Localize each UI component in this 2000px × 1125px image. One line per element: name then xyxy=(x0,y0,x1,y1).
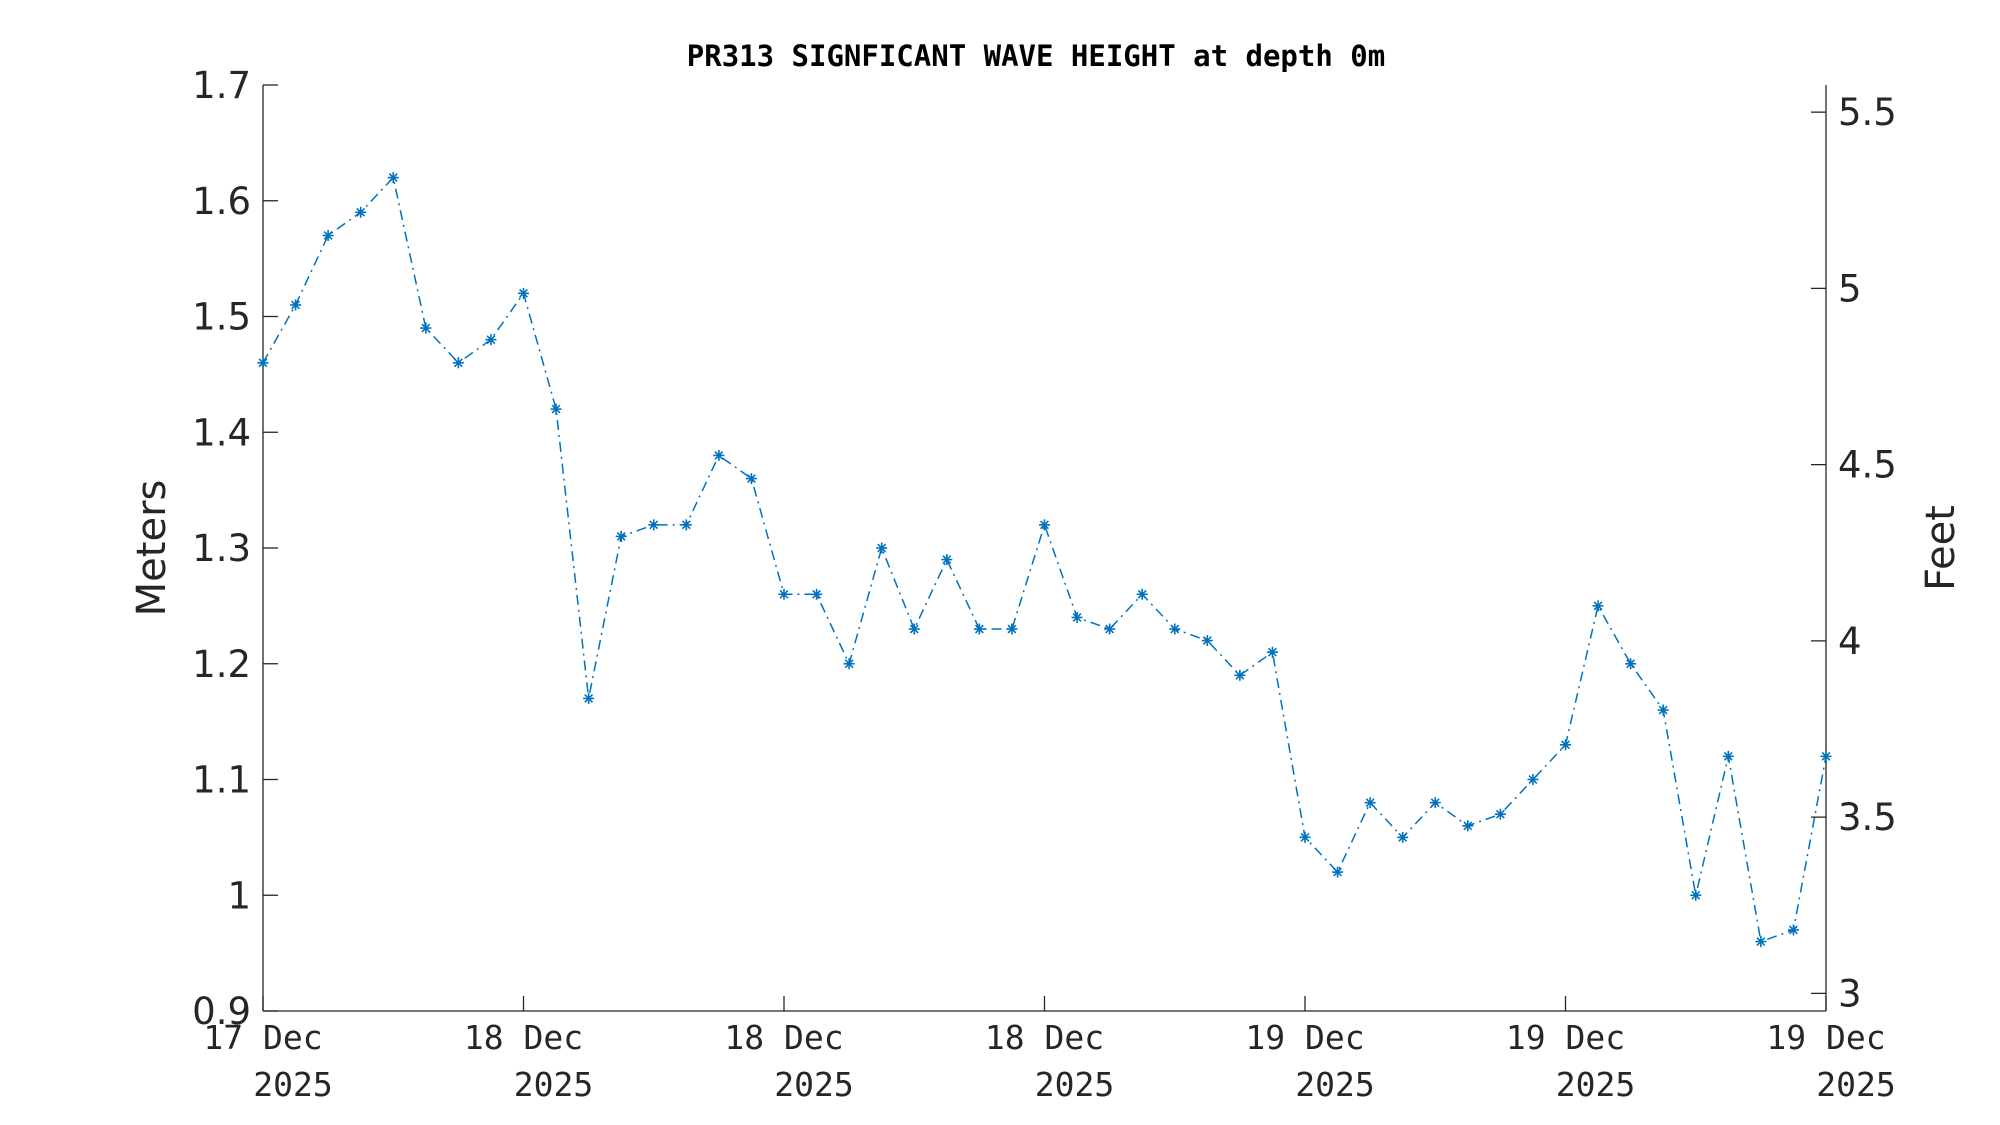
x-ticks: 17 Dec 2025 18 Dec 2025 18 Dec 2025 18 Dec 2025… xyxy=(203,996,1896,1104)
data-point xyxy=(843,658,855,670)
data-point xyxy=(1429,797,1441,809)
data-point xyxy=(355,206,367,218)
right-y-ticks: 3 3.5 4 4.5 5 5.5 xyxy=(1811,91,1897,1015)
data-point xyxy=(1787,924,1799,936)
left-y-tick-label: 1.2 xyxy=(192,643,251,686)
data-point xyxy=(1397,831,1409,843)
data-point xyxy=(550,403,562,415)
data-point xyxy=(941,554,953,566)
x-tick-label-date: 19 Dec xyxy=(1506,1018,1625,1057)
left-y-ticks: 0.9 1 1.1 1.2 1.3 1.4 1.5 1.6 1.7 xyxy=(192,64,278,1033)
right-y-tick-label: 5 xyxy=(1838,267,1862,310)
left-y-tick-label: 0.9 xyxy=(192,990,251,1033)
data-point xyxy=(1039,519,1050,531)
data-point xyxy=(583,692,595,704)
data-point xyxy=(1462,820,1474,832)
data-point xyxy=(1364,797,1376,809)
data-point xyxy=(1755,936,1767,948)
data-point xyxy=(1527,774,1539,785)
data-point xyxy=(1299,831,1311,843)
data-point xyxy=(1592,600,1604,612)
data-point xyxy=(973,623,985,635)
data-point xyxy=(713,449,725,461)
left-y-tick-label: 1 xyxy=(227,874,251,917)
data-point xyxy=(1201,635,1213,647)
data-point xyxy=(680,519,692,531)
data-point xyxy=(1234,669,1246,681)
data-point xyxy=(908,623,920,635)
series-line xyxy=(262,176,1827,943)
data-point xyxy=(1266,646,1278,658)
x-tick-label-year: 2025 xyxy=(1035,1065,1114,1104)
data-point xyxy=(1006,623,1018,635)
x-tick-label-year: 2025 xyxy=(774,1065,853,1104)
data-point xyxy=(1820,750,1832,762)
plot-axes xyxy=(262,85,1827,1012)
data-point xyxy=(1657,704,1669,716)
data-point xyxy=(322,229,334,241)
data-point xyxy=(518,287,529,299)
data-point xyxy=(1071,611,1083,623)
data-point xyxy=(615,530,627,542)
data-point xyxy=(1169,623,1181,635)
data-point xyxy=(1560,739,1571,751)
right-y-tick-label: 5.5 xyxy=(1838,91,1897,134)
right-y-tick-label: 3 xyxy=(1838,972,1862,1015)
data-point xyxy=(1104,623,1116,635)
right-y-tick-label: 4 xyxy=(1838,620,1862,663)
data-point xyxy=(452,357,464,369)
left-y-tick-label: 1.1 xyxy=(192,759,251,802)
x-tick-label-date: 18 Dec xyxy=(985,1018,1104,1057)
chart-title: PR313 SIGNFICANT WAVE HEIGHT at depth 0m xyxy=(687,39,1385,73)
data-point xyxy=(1690,889,1702,901)
left-y-tick-label: 1.6 xyxy=(192,180,251,223)
x-tick-label-date: 19 Dec xyxy=(1766,1018,1885,1057)
data-point xyxy=(648,519,660,531)
data-point xyxy=(1136,588,1148,600)
x-tick-label-year: 2025 xyxy=(1816,1065,1895,1104)
right-y-tick-label: 3.5 xyxy=(1838,796,1897,839)
data-point xyxy=(811,588,823,600)
data-point xyxy=(1625,658,1637,670)
series-group xyxy=(257,172,1832,948)
x-tick-label-date: 19 Dec xyxy=(1245,1018,1364,1057)
x-tick-label-date: 18 Dec xyxy=(464,1018,583,1057)
right-y-tick-label: 4.5 xyxy=(1838,444,1897,487)
x-tick-label-date: 18 Dec xyxy=(724,1018,843,1057)
data-point xyxy=(290,299,302,311)
left-y-tick-label: 1.4 xyxy=(192,411,251,454)
right-y-axis-label: Feet xyxy=(1918,505,1964,591)
x-tick-label-date: 17 Dec xyxy=(203,1018,322,1057)
data-point xyxy=(1332,866,1344,878)
data-point xyxy=(876,542,888,554)
data-point xyxy=(387,172,399,184)
left-y-tick-label: 1.3 xyxy=(192,527,251,570)
x-tick-label-year: 2025 xyxy=(1295,1065,1374,1104)
x-tick-label-year: 2025 xyxy=(514,1065,593,1104)
left-y-axis-label: Meters xyxy=(129,480,175,617)
data-point xyxy=(1722,750,1734,762)
data-point xyxy=(257,357,269,369)
data-point xyxy=(1494,808,1506,820)
data-point xyxy=(745,473,757,485)
x-tick-label-year: 2025 xyxy=(1556,1065,1635,1104)
data-point xyxy=(778,588,790,600)
left-y-tick-label: 1.7 xyxy=(192,64,251,107)
left-y-tick-label: 1.5 xyxy=(192,296,251,339)
data-point xyxy=(485,334,497,346)
data-point xyxy=(420,322,432,334)
x-tick-label-year: 2025 xyxy=(253,1065,332,1104)
